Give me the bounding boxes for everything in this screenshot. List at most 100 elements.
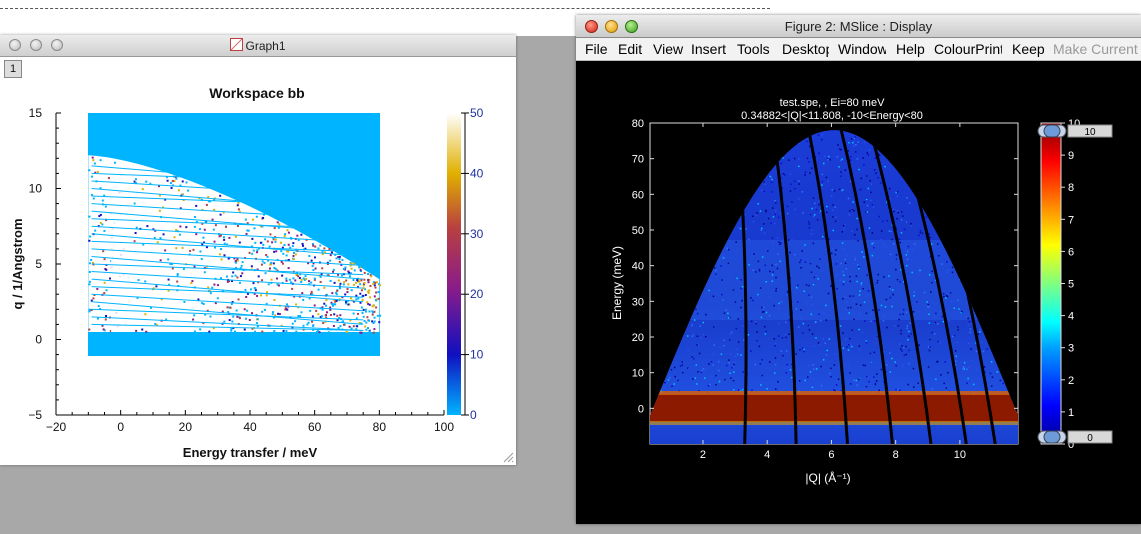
noise-speck (769, 175, 771, 178)
noise-speck (898, 343, 901, 345)
detector-line (91, 233, 364, 257)
noise-speck (870, 361, 873, 363)
noise-speck (817, 200, 820, 202)
menu-keep[interactable]: Keep (1012, 41, 1045, 57)
data-speck (367, 281, 370, 284)
noise-speck (937, 360, 939, 363)
close-icon[interactable] (9, 39, 21, 51)
menu-tools[interactable]: Tools (737, 41, 770, 57)
data-speck (266, 291, 269, 294)
noise-speck (963, 361, 966, 364)
noise-speck (774, 199, 776, 202)
noise-speck (804, 171, 807, 173)
data-speck (89, 235, 92, 238)
menu-file[interactable]: File (585, 41, 608, 57)
top-slider[interactable]: 10 (1037, 124, 1113, 138)
data-speck (207, 196, 210, 199)
data-speck (287, 267, 290, 270)
data-speck (313, 277, 316, 280)
noise-speck (848, 210, 851, 212)
zoom-icon[interactable] (51, 39, 63, 51)
noise-speck (872, 242, 875, 244)
noise-speck (897, 325, 900, 327)
data-speck (236, 257, 239, 260)
data-speck (170, 263, 173, 266)
mslice-plot[interactable]: test.spe, , Ei=80 meV 0.34882<|Q|<11.808… (576, 15, 1141, 524)
data-speck (311, 320, 314, 323)
elastic-band (650, 394, 1018, 422)
y-tick-label: 10 (29, 182, 43, 196)
menu-view[interactable]: View (653, 41, 684, 57)
noise-speck (858, 349, 861, 351)
bottom-slider-value-box[interactable] (1067, 430, 1113, 444)
data-speck (154, 229, 157, 232)
detector-line (91, 248, 364, 267)
noise-speck (902, 278, 904, 280)
resize-grip-icon[interactable] (502, 451, 514, 463)
layer-tab[interactable]: 1 (4, 60, 22, 78)
menu-colourprint[interactable]: ColourPrint (934, 41, 1002, 57)
bottom-slider-thumb[interactable] (1043, 430, 1061, 444)
data-speck (205, 246, 208, 249)
noise-speck (880, 368, 883, 371)
noise-speck (810, 167, 813, 169)
y-tick-label: 70 (632, 154, 644, 166)
data-speck (368, 303, 371, 306)
close-icon[interactable] (585, 20, 598, 33)
noise-speck (830, 252, 833, 255)
data-speck (361, 311, 364, 314)
minimize-icon[interactable] (605, 20, 618, 33)
noise-speck (874, 320, 876, 322)
menu-insert[interactable]: Insert (691, 41, 727, 57)
data-speck (345, 302, 348, 305)
menu-make-current[interactable]: Make Current (1053, 41, 1138, 57)
noise-speck (756, 212, 758, 214)
top-slider-thumb[interactable] (1043, 124, 1061, 138)
data-speck (352, 300, 355, 303)
noise-speck (741, 299, 743, 302)
data-speck (273, 227, 276, 230)
noise-speck (888, 230, 890, 232)
noise-speck (709, 383, 711, 386)
data-speck (339, 282, 342, 285)
noise-speck (955, 363, 957, 366)
data-speck (308, 255, 311, 258)
noise-speck (990, 361, 993, 363)
noise-speck (727, 389, 729, 391)
noise-speck (822, 338, 825, 340)
noise-speck (737, 341, 740, 343)
noise-speck (856, 280, 858, 283)
x-ticks: −20 0 20 40 60 80 100 (46, 410, 454, 434)
noise-speck (848, 213, 850, 215)
data-speck (373, 281, 376, 284)
mslice-titlebar[interactable]: Figure 2: MSlice : Display (576, 15, 1141, 38)
noise-speck (960, 311, 963, 314)
menu-edit[interactable]: Edit (618, 41, 643, 57)
noise-speck (831, 209, 834, 211)
zoom-icon[interactable] (625, 20, 638, 33)
data-speck (260, 263, 263, 266)
noise-speck (771, 264, 773, 267)
x-tick-label: −20 (46, 420, 67, 434)
menu-help[interactable]: Help (896, 41, 925, 57)
data-speck (363, 331, 366, 334)
graph1-titlebar[interactable]: Graph1 (0, 35, 516, 57)
noise-speck (880, 239, 883, 241)
menu-window[interactable]: Window (838, 41, 886, 57)
data-speck (244, 288, 247, 291)
noise-speck (679, 365, 682, 367)
data-speck (241, 272, 244, 275)
noise-speck (808, 226, 811, 229)
data-speck (259, 225, 262, 228)
top-slider-value-box[interactable] (1067, 124, 1113, 138)
minimize-icon[interactable] (30, 39, 42, 51)
noise-speck (757, 203, 759, 205)
bottom-slider[interactable]: 0 (1037, 430, 1113, 444)
noise-speck (754, 271, 757, 273)
noise-speck (945, 271, 948, 274)
noise-speck (862, 157, 864, 159)
noise-speck (806, 140, 808, 143)
data-speck (176, 280, 179, 283)
menu-desktop[interactable]: Desktop (782, 41, 829, 57)
